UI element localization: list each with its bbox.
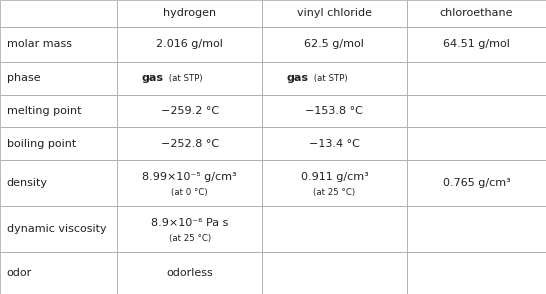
Text: 8.99×10⁻⁵ g/cm³: 8.99×10⁻⁵ g/cm³ [143, 172, 237, 182]
Bar [407, 27, 546, 62]
Bar [407, 62, 546, 95]
Bar [262, 27, 407, 62]
Bar [0, 206, 117, 252]
Bar [407, 252, 546, 294]
Text: melting point: melting point [7, 106, 81, 116]
Bar [117, 127, 262, 160]
Text: dynamic viscosity: dynamic viscosity [7, 224, 106, 234]
Text: chloroethane: chloroethane [440, 9, 513, 19]
Text: −259.2 °C: −259.2 °C [161, 106, 219, 116]
Bar [262, 127, 407, 160]
Bar [0, 252, 117, 294]
Text: odorless: odorless [167, 268, 213, 278]
Bar [0, 160, 117, 206]
Bar [262, 95, 407, 127]
Bar [407, 0, 546, 27]
Bar [0, 127, 117, 160]
Bar [117, 27, 262, 62]
Bar [0, 95, 117, 127]
Bar [117, 252, 262, 294]
Bar [407, 127, 546, 160]
Text: phase: phase [7, 74, 40, 83]
Text: boiling point: boiling point [7, 139, 76, 149]
Text: −13.4 °C: −13.4 °C [309, 139, 360, 149]
Text: (at STP): (at STP) [311, 74, 348, 83]
Text: gas: gas [142, 74, 164, 83]
Bar [117, 160, 262, 206]
Bar [0, 62, 117, 95]
Text: 0.765 g/cm³: 0.765 g/cm³ [442, 178, 511, 188]
Bar [117, 62, 262, 95]
Text: −153.8 °C: −153.8 °C [306, 106, 363, 116]
Bar [262, 206, 407, 252]
Text: −252.8 °C: −252.8 °C [161, 139, 219, 149]
Text: 0.911 g/cm³: 0.911 g/cm³ [300, 172, 369, 182]
Bar [0, 27, 117, 62]
Bar [262, 160, 407, 206]
Bar [262, 252, 407, 294]
Bar [407, 160, 546, 206]
Bar [117, 95, 262, 127]
Text: (at STP): (at STP) [167, 74, 203, 83]
Text: 64.51 g/mol: 64.51 g/mol [443, 39, 510, 49]
Text: (at 25 °C): (at 25 °C) [169, 234, 211, 243]
Bar [262, 0, 407, 27]
Text: (at 25 °C): (at 25 °C) [313, 188, 355, 198]
Text: molar mass: molar mass [7, 39, 72, 49]
Bar [117, 0, 262, 27]
Bar [407, 206, 546, 252]
Text: gas: gas [287, 74, 308, 83]
Bar [262, 62, 407, 95]
Bar [117, 206, 262, 252]
Bar [407, 95, 546, 127]
Text: density: density [7, 178, 48, 188]
Text: 8.9×10⁻⁶ Pa s: 8.9×10⁻⁶ Pa s [151, 218, 228, 228]
Text: hydrogen: hydrogen [163, 9, 216, 19]
Text: 62.5 g/mol: 62.5 g/mol [305, 39, 364, 49]
Text: 2.016 g/mol: 2.016 g/mol [156, 39, 223, 49]
Bar [0, 0, 117, 27]
Text: vinyl chloride: vinyl chloride [297, 9, 372, 19]
Text: (at 0 °C): (at 0 °C) [171, 188, 208, 198]
Text: odor: odor [7, 268, 32, 278]
